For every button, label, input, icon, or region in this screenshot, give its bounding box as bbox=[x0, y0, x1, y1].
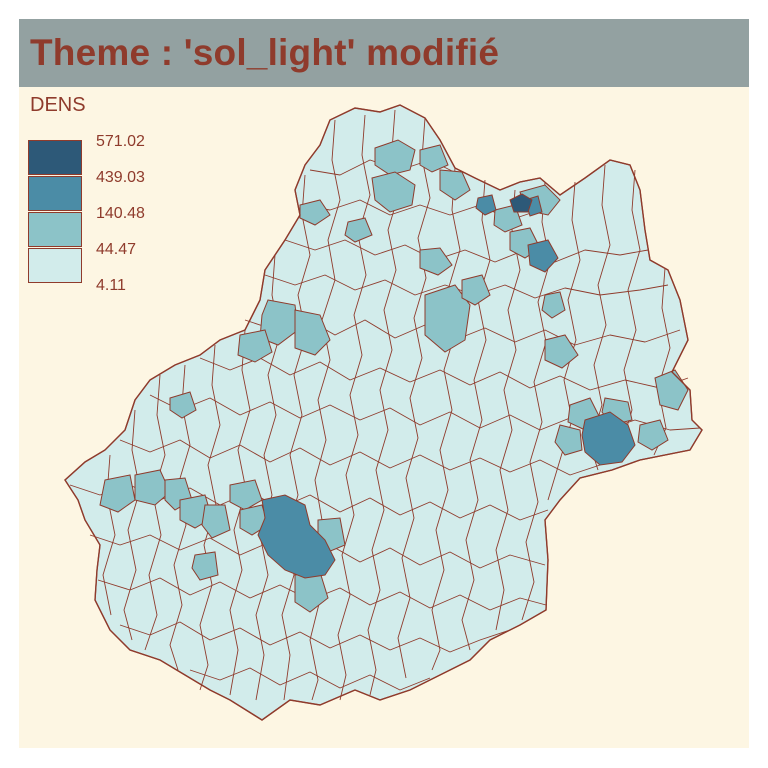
legend-swatch-class-1 bbox=[28, 248, 82, 283]
legend-swatch-class-3 bbox=[28, 176, 82, 211]
choropleth-map bbox=[64, 104, 703, 721]
commune-zone-east-2 bbox=[541, 291, 566, 319]
department-border bbox=[64, 104, 703, 721]
commune-zone-north-7 bbox=[419, 247, 453, 276]
legend-swatch-class-4 bbox=[28, 140, 82, 175]
commune-cluster-north-2 bbox=[475, 194, 497, 216]
class-4-communes bbox=[509, 193, 533, 213]
legend-break-1: 571.02 bbox=[96, 133, 145, 150]
title-bar: Theme : 'sol_light' modifié bbox=[19, 19, 749, 87]
commune-zone-east-6 bbox=[637, 419, 669, 451]
commune-zone-east-1 bbox=[544, 334, 579, 369]
commune-zone-center-1 bbox=[424, 284, 471, 353]
map-title: Theme : 'sol_light' modifié bbox=[30, 32, 500, 73]
commune-zone-sw-11 bbox=[169, 391, 197, 419]
legend-swatch-class-2 bbox=[28, 212, 82, 247]
legend-break-5: 4.11 bbox=[96, 277, 126, 294]
legend-break-3: 140.48 bbox=[96, 205, 145, 222]
commune-zone-east-7 bbox=[554, 424, 583, 456]
commune-top-north bbox=[509, 193, 533, 213]
legend-break-4: 44.47 bbox=[96, 241, 137, 258]
commune-cluster-north-1 bbox=[527, 239, 559, 273]
commune-zone-west-1 bbox=[259, 299, 299, 346]
legend-break-2: 439.03 bbox=[96, 169, 145, 186]
commune-cluster-east bbox=[581, 411, 636, 466]
commune-zone-sw-6 bbox=[229, 479, 263, 511]
commune-zone-north-1 bbox=[374, 139, 416, 176]
commune-zone-west-2 bbox=[237, 329, 273, 363]
commune-zone-sw-5 bbox=[201, 504, 231, 539]
commune-cluster-south bbox=[257, 494, 336, 579]
commune-zone-sw-1 bbox=[99, 474, 136, 513]
commune-zone-sw-8 bbox=[191, 551, 219, 581]
map-frame: Theme : 'sol_light' modifié bbox=[19, 19, 749, 748]
commune-zone-north-2 bbox=[371, 171, 416, 213]
class-2-communes bbox=[99, 139, 689, 613]
commune-zone-north-4 bbox=[439, 169, 471, 201]
commune-zone-center-2 bbox=[461, 274, 491, 306]
commune-zone-north-3 bbox=[419, 144, 449, 173]
commune-zone-north-6 bbox=[344, 217, 373, 243]
legend-title: DENS bbox=[30, 94, 86, 116]
class-3-communes bbox=[257, 194, 636, 579]
commune-zone-sw-2 bbox=[134, 469, 171, 506]
commune-zone-west-3 bbox=[294, 309, 331, 356]
